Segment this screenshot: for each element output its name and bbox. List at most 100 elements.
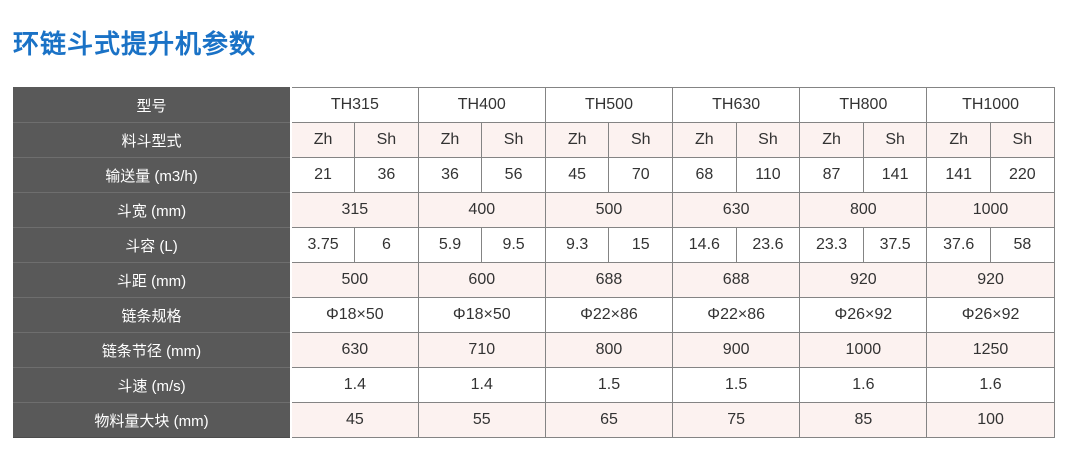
table-cell: Sh bbox=[735, 122, 801, 158]
table-cell: 141 bbox=[926, 157, 992, 193]
table-cell: 56 bbox=[481, 157, 546, 193]
row-label: 斗距 (mm) bbox=[13, 262, 292, 298]
table-row-max-lump-size: 物料量大块 (mm) 45 55 65 75 85 100 bbox=[13, 402, 1055, 438]
table-cell: 100 bbox=[926, 402, 1055, 438]
table-cell: 45 bbox=[544, 157, 610, 193]
table-cell: TH500 bbox=[544, 87, 674, 123]
table-cell: 45 bbox=[290, 402, 419, 438]
table-cell: 23.3 bbox=[799, 227, 864, 263]
table-cell: 36 bbox=[354, 157, 419, 193]
table-row-model: 型号 TH315 TH400 TH500 TH630 TH800 TH1000 bbox=[13, 87, 1055, 123]
table-cell: 55 bbox=[417, 402, 546, 438]
table-cell: Φ22×86 bbox=[544, 297, 674, 333]
table-cell: 800 bbox=[799, 192, 928, 228]
table-row-bucket-type: 料斗型式 Zh Sh Zh Sh Zh Sh Zh Sh Zh Sh Zh Sh bbox=[13, 122, 1055, 158]
row-label: 物料量大块 (mm) bbox=[13, 402, 292, 438]
table-cell: 85 bbox=[799, 402, 928, 438]
table-cell: 58 bbox=[990, 227, 1055, 263]
row-label: 链条节径 (mm) bbox=[13, 332, 292, 368]
table-cell: 23.6 bbox=[735, 227, 801, 263]
table-cell: 500 bbox=[290, 262, 419, 298]
table-row-bucket-speed: 斗速 (m/s) 1.4 1.4 1.5 1.5 1.6 1.6 bbox=[13, 367, 1055, 403]
row-label: 斗宽 (mm) bbox=[13, 192, 292, 228]
table-cell: 15 bbox=[608, 227, 674, 263]
table-cell: Zh bbox=[926, 122, 992, 158]
table-cell: 1000 bbox=[799, 332, 928, 368]
table-row-chain-spec: 链条规格 Φ18×50 Φ18×50 Φ22×86 Φ22×86 Φ26×92 … bbox=[13, 297, 1055, 333]
table-cell: TH1000 bbox=[926, 87, 1055, 123]
table-cell: 500 bbox=[544, 192, 674, 228]
table-cell: 920 bbox=[799, 262, 928, 298]
table-cell: TH315 bbox=[290, 87, 419, 123]
table-cell: 3.75 bbox=[290, 227, 356, 263]
table-cell: 1000 bbox=[926, 192, 1055, 228]
table-cell: Zh bbox=[799, 122, 864, 158]
table-cell: 1.4 bbox=[417, 367, 546, 403]
table-cell: 65 bbox=[544, 402, 674, 438]
table-cell: 70 bbox=[608, 157, 674, 193]
table-cell: 688 bbox=[672, 262, 801, 298]
table-cell: Zh bbox=[544, 122, 610, 158]
table-cell: 87 bbox=[799, 157, 864, 193]
table-cell: Sh bbox=[862, 122, 928, 158]
table-cell: Φ26×92 bbox=[926, 297, 1055, 333]
table-row-chain-pitch-diameter: 链条节径 (mm) 630 710 800 900 1000 1250 bbox=[13, 332, 1055, 368]
table-cell: TH400 bbox=[417, 87, 546, 123]
table-cell: 400 bbox=[417, 192, 546, 228]
table-cell: 220 bbox=[990, 157, 1055, 193]
table-cell: 920 bbox=[926, 262, 1055, 298]
table-cell: 1.6 bbox=[799, 367, 928, 403]
table-cell: 14.6 bbox=[672, 227, 737, 263]
table-cell: 688 bbox=[544, 262, 674, 298]
row-label: 链条规格 bbox=[13, 297, 292, 333]
table-cell: 315 bbox=[290, 192, 419, 228]
table-cell: 37.5 bbox=[862, 227, 928, 263]
table-cell: 900 bbox=[672, 332, 801, 368]
row-label: 型号 bbox=[13, 87, 292, 123]
table-cell: 37.6 bbox=[926, 227, 992, 263]
table-row-bucket-volume: 斗容 (L) 3.75 6 5.9 9.5 9.3 15 14.6 23.6 2… bbox=[13, 227, 1055, 263]
table-cell: 1.5 bbox=[672, 367, 801, 403]
table-row-conveying-capacity: 输送量 (m3/h) 21 36 36 56 45 70 68 110 87 1… bbox=[13, 157, 1055, 193]
row-label: 输送量 (m3/h) bbox=[13, 157, 292, 193]
table-cell: Zh bbox=[417, 122, 483, 158]
row-label: 斗容 (L) bbox=[13, 227, 292, 263]
table-cell: 68 bbox=[672, 157, 737, 193]
table-cell: 141 bbox=[862, 157, 928, 193]
table-cell: 710 bbox=[417, 332, 546, 368]
table-cell: Sh bbox=[354, 122, 419, 158]
page-title: 环链斗式提升机参数 bbox=[13, 29, 257, 59]
table-cell: 5.9 bbox=[417, 227, 483, 263]
table-cell: 21 bbox=[290, 157, 356, 193]
table-cell: Sh bbox=[990, 122, 1055, 158]
row-label: 料斗型式 bbox=[13, 122, 292, 158]
table-cell: 1.4 bbox=[290, 367, 419, 403]
table-cell: TH630 bbox=[672, 87, 801, 123]
table-cell: 110 bbox=[735, 157, 801, 193]
table-row-bucket-width: 斗宽 (mm) 315 400 500 630 800 1000 bbox=[13, 192, 1055, 228]
table-cell: 630 bbox=[290, 332, 419, 368]
table-cell: Zh bbox=[290, 122, 356, 158]
table-cell: 1.6 bbox=[926, 367, 1055, 403]
table-cell: 6 bbox=[354, 227, 419, 263]
table-cell: Φ18×50 bbox=[417, 297, 546, 333]
table-cell: TH800 bbox=[799, 87, 928, 123]
table-cell: 9.5 bbox=[481, 227, 546, 263]
table-cell: 75 bbox=[672, 402, 801, 438]
table-cell: Φ22×86 bbox=[672, 297, 801, 333]
row-label: 斗速 (m/s) bbox=[13, 367, 292, 403]
table-cell: Φ26×92 bbox=[799, 297, 928, 333]
table-cell: 800 bbox=[544, 332, 674, 368]
table-cell: 36 bbox=[417, 157, 483, 193]
table-cell: 9.3 bbox=[544, 227, 610, 263]
table-row-bucket-pitch: 斗距 (mm) 500 600 688 688 920 920 bbox=[13, 262, 1055, 298]
table-cell: 1.5 bbox=[544, 367, 674, 403]
table-cell: Φ18×50 bbox=[290, 297, 419, 333]
table-cell: Sh bbox=[608, 122, 674, 158]
table-cell: Sh bbox=[481, 122, 546, 158]
table-cell: 630 bbox=[672, 192, 801, 228]
parameters-table: 型号 TH315 TH400 TH500 TH630 TH800 TH1000 … bbox=[13, 87, 1055, 438]
table-cell: 600 bbox=[417, 262, 546, 298]
table-cell: Zh bbox=[672, 122, 737, 158]
